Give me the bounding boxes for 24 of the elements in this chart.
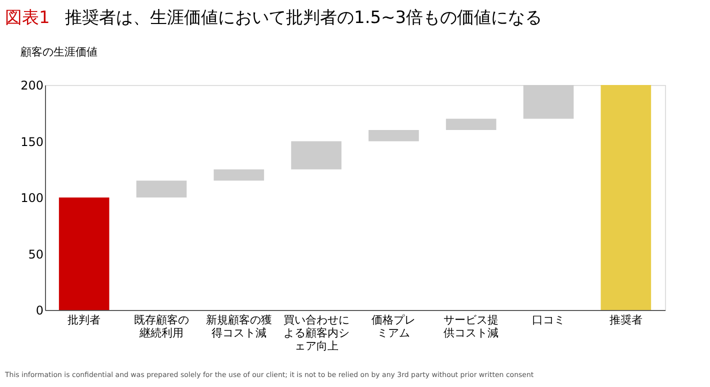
y-tick-label: 200 — [20, 78, 44, 92]
x-tick-label: 推奨者 — [609, 314, 642, 326]
y-tick-label: 150 — [20, 134, 44, 149]
x-tick-label: 価格プレミアム — [372, 314, 416, 340]
bar — [523, 85, 574, 119]
chart-title: 推奨者は、生涯価値において批判者の1.5~3倍もの価値になる — [65, 8, 542, 28]
bar — [291, 141, 342, 170]
y-tick-label: 100 — [20, 191, 44, 205]
bar — [600, 85, 652, 310]
x-tick-label: 新規顧客の獲得コスト減 — [206, 314, 272, 340]
bar — [368, 130, 419, 142]
bar — [214, 169, 264, 181]
x-tick-label: 批判者 — [68, 314, 101, 326]
y-axis-title: 顧客の生涯価値 — [20, 46, 98, 58]
x-tick-label: 買い合わせによる顧客内シェア向上 — [283, 314, 350, 352]
y-tick-label: 50 — [28, 247, 44, 262]
bar — [446, 118, 496, 130]
bar — [58, 198, 110, 310]
text: 図表1 — [5, 8, 50, 28]
y-tick-label: 0 — [36, 304, 44, 318]
x-tick-label: 既存顧客の継続利用 — [134, 314, 189, 340]
bar — [136, 180, 187, 198]
x-tick-label: サービス提供コスト減 — [444, 314, 499, 340]
x-tick-label: 口コミ — [532, 314, 566, 326]
